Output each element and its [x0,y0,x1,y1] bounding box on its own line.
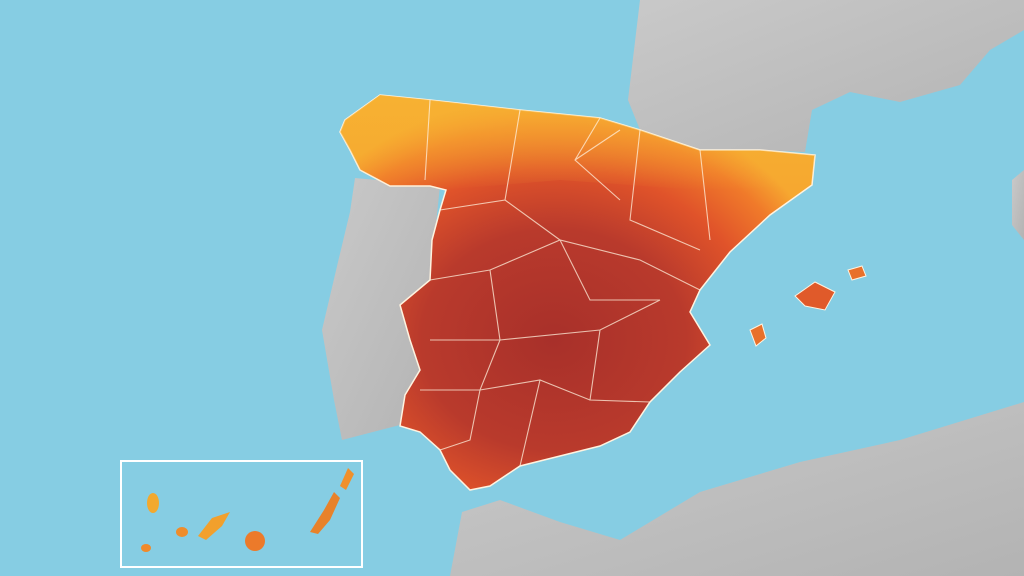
north-warm-zone [340,95,815,190]
island [340,468,354,490]
island [176,527,188,537]
island [198,512,230,540]
island [147,493,159,513]
province-border [420,99,711,467]
island [310,492,340,534]
island [245,531,265,551]
mallorca [794,281,836,311]
province-borders [420,99,711,467]
island [141,544,151,552]
africa [450,402,1024,576]
portugal [322,178,440,440]
menorca [847,265,867,281]
france [628,0,1024,152]
canary-islands [141,468,354,552]
canary-inset [120,460,363,568]
sardinia [1012,170,1024,240]
ibiza [749,323,767,347]
